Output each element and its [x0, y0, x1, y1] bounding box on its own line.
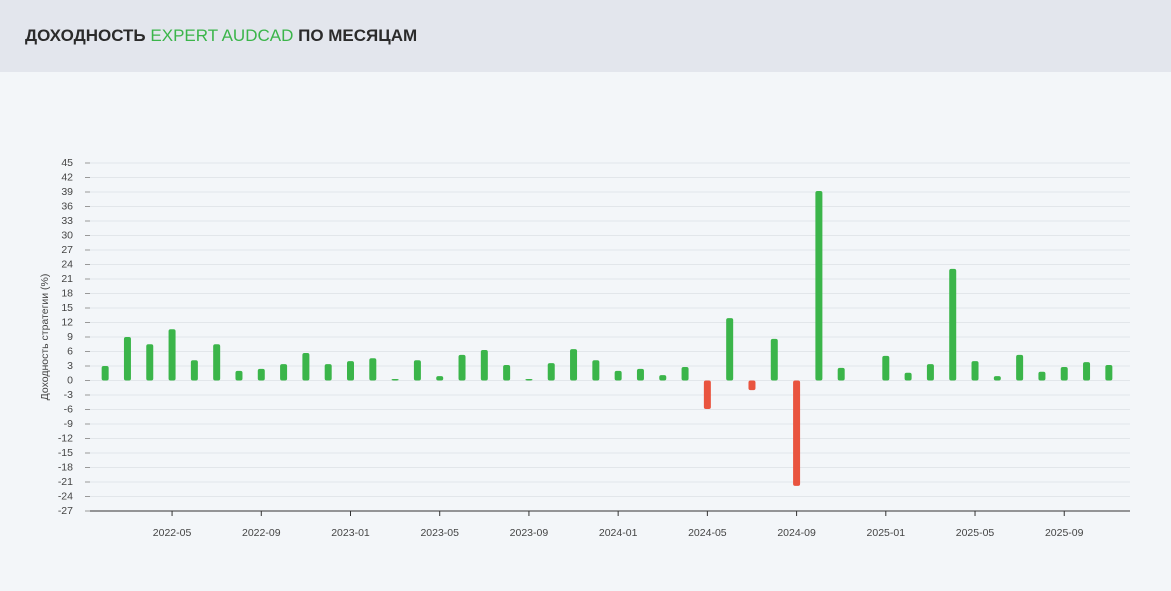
bar [837, 367, 845, 381]
header: ДОХОДНОСТЬ EXPERT AUDCAD ПО МЕСЯЦАМ [0, 0, 1171, 72]
y-tick-label: 39 [61, 186, 73, 198]
bar [547, 363, 555, 381]
y-tick-label: 3 [67, 360, 73, 372]
y-tick-label: -9 [64, 418, 73, 430]
y-tick-label: 24 [61, 258, 73, 270]
y-tick-label: 27 [61, 244, 73, 256]
bar [748, 380, 756, 391]
bar [726, 318, 734, 381]
y-tick-label: -3 [64, 389, 73, 401]
bar [503, 365, 511, 381]
bar [993, 376, 1001, 381]
bar [168, 329, 176, 381]
bar [436, 376, 444, 381]
y-tick-label: -15 [58, 447, 73, 459]
bar [480, 350, 488, 381]
bar [949, 268, 957, 381]
bar [190, 360, 198, 381]
y-tick-label: 45 [61, 157, 73, 169]
bar [882, 355, 890, 381]
x-tick-label: 2025-01 [867, 527, 906, 539]
title-part: ПО МЕСЯЦАМ [298, 26, 418, 45]
y-tick-label: 36 [61, 200, 73, 212]
y-tick-label: -18 [58, 461, 73, 473]
bar [257, 368, 265, 381]
bar [815, 191, 823, 381]
bar [347, 361, 354, 381]
y-tick-label: -24 [58, 490, 73, 502]
chart: Доходность стратегии (%) -27 -24 -21 -18 -15… [39, 157, 1130, 539]
bar [636, 368, 644, 381]
x-tick-label: 2023-09 [510, 527, 549, 539]
bar [391, 379, 399, 381]
x-tick-label: 2024-05 [688, 527, 727, 539]
bar [413, 360, 421, 381]
y-tick-label: -6 [64, 403, 73, 415]
y-tick-label: 33 [61, 215, 73, 227]
bar [659, 375, 667, 381]
bar [101, 366, 109, 381]
bar [146, 344, 154, 381]
bar [793, 380, 801, 486]
bar [525, 379, 533, 381]
bar [614, 370, 622, 381]
y-tick-label: 30 [61, 229, 73, 241]
bar [369, 358, 377, 381]
bar [213, 344, 221, 381]
bar [1105, 365, 1113, 381]
bar [904, 372, 912, 381]
title-part: ДОХОДНОСТЬ [25, 26, 146, 45]
bar [592, 360, 600, 381]
bar [681, 366, 689, 381]
x-tick-label: 2022-09 [242, 527, 281, 539]
bar [1083, 362, 1091, 381]
y-tick-label: 21 [61, 273, 73, 285]
y-tick-label: -21 [58, 476, 73, 488]
bar [971, 361, 979, 381]
bar [926, 364, 934, 381]
y-tick-label: 42 [61, 171, 73, 183]
x-tick-label: 2022-05 [153, 527, 192, 539]
bar [770, 338, 778, 381]
y-tick-label: 0 [67, 374, 73, 386]
bar [570, 349, 578, 381]
y-tick-label: 6 [67, 345, 73, 357]
y-tick-label: 18 [61, 287, 73, 299]
y-tick-label: 12 [61, 316, 73, 328]
bar [458, 354, 466, 381]
x-tick-label: 2023-01 [331, 527, 370, 539]
x-tick-label: 2025-09 [1045, 527, 1084, 539]
y-tick-label: -27 [58, 505, 73, 517]
bar [703, 380, 711, 410]
bar [324, 364, 332, 381]
x-tick-label: 2024-09 [777, 527, 816, 539]
x-tick-label: 2023-05 [420, 527, 459, 539]
y-tick-label: 15 [61, 302, 73, 314]
x-tick-label: 2025-05 [956, 527, 995, 539]
bar [1016, 354, 1024, 381]
bar [235, 370, 243, 381]
x-tick-label: 2024-01 [599, 527, 638, 539]
bar [123, 337, 131, 381]
y-tick-label: -12 [58, 432, 73, 444]
bar [280, 364, 288, 381]
bar [1038, 371, 1046, 381]
y-axis-label: Доходность стратегии (%) [39, 274, 51, 401]
bar [1060, 366, 1068, 381]
chart-title: ДОХОДНОСТЬ EXPERT AUDCAD ПО МЕСЯЦАМ [25, 26, 417, 46]
title-highlight: EXPERT AUDCAD [150, 26, 294, 45]
bar [302, 352, 310, 381]
y-tick-label: 9 [67, 331, 73, 343]
